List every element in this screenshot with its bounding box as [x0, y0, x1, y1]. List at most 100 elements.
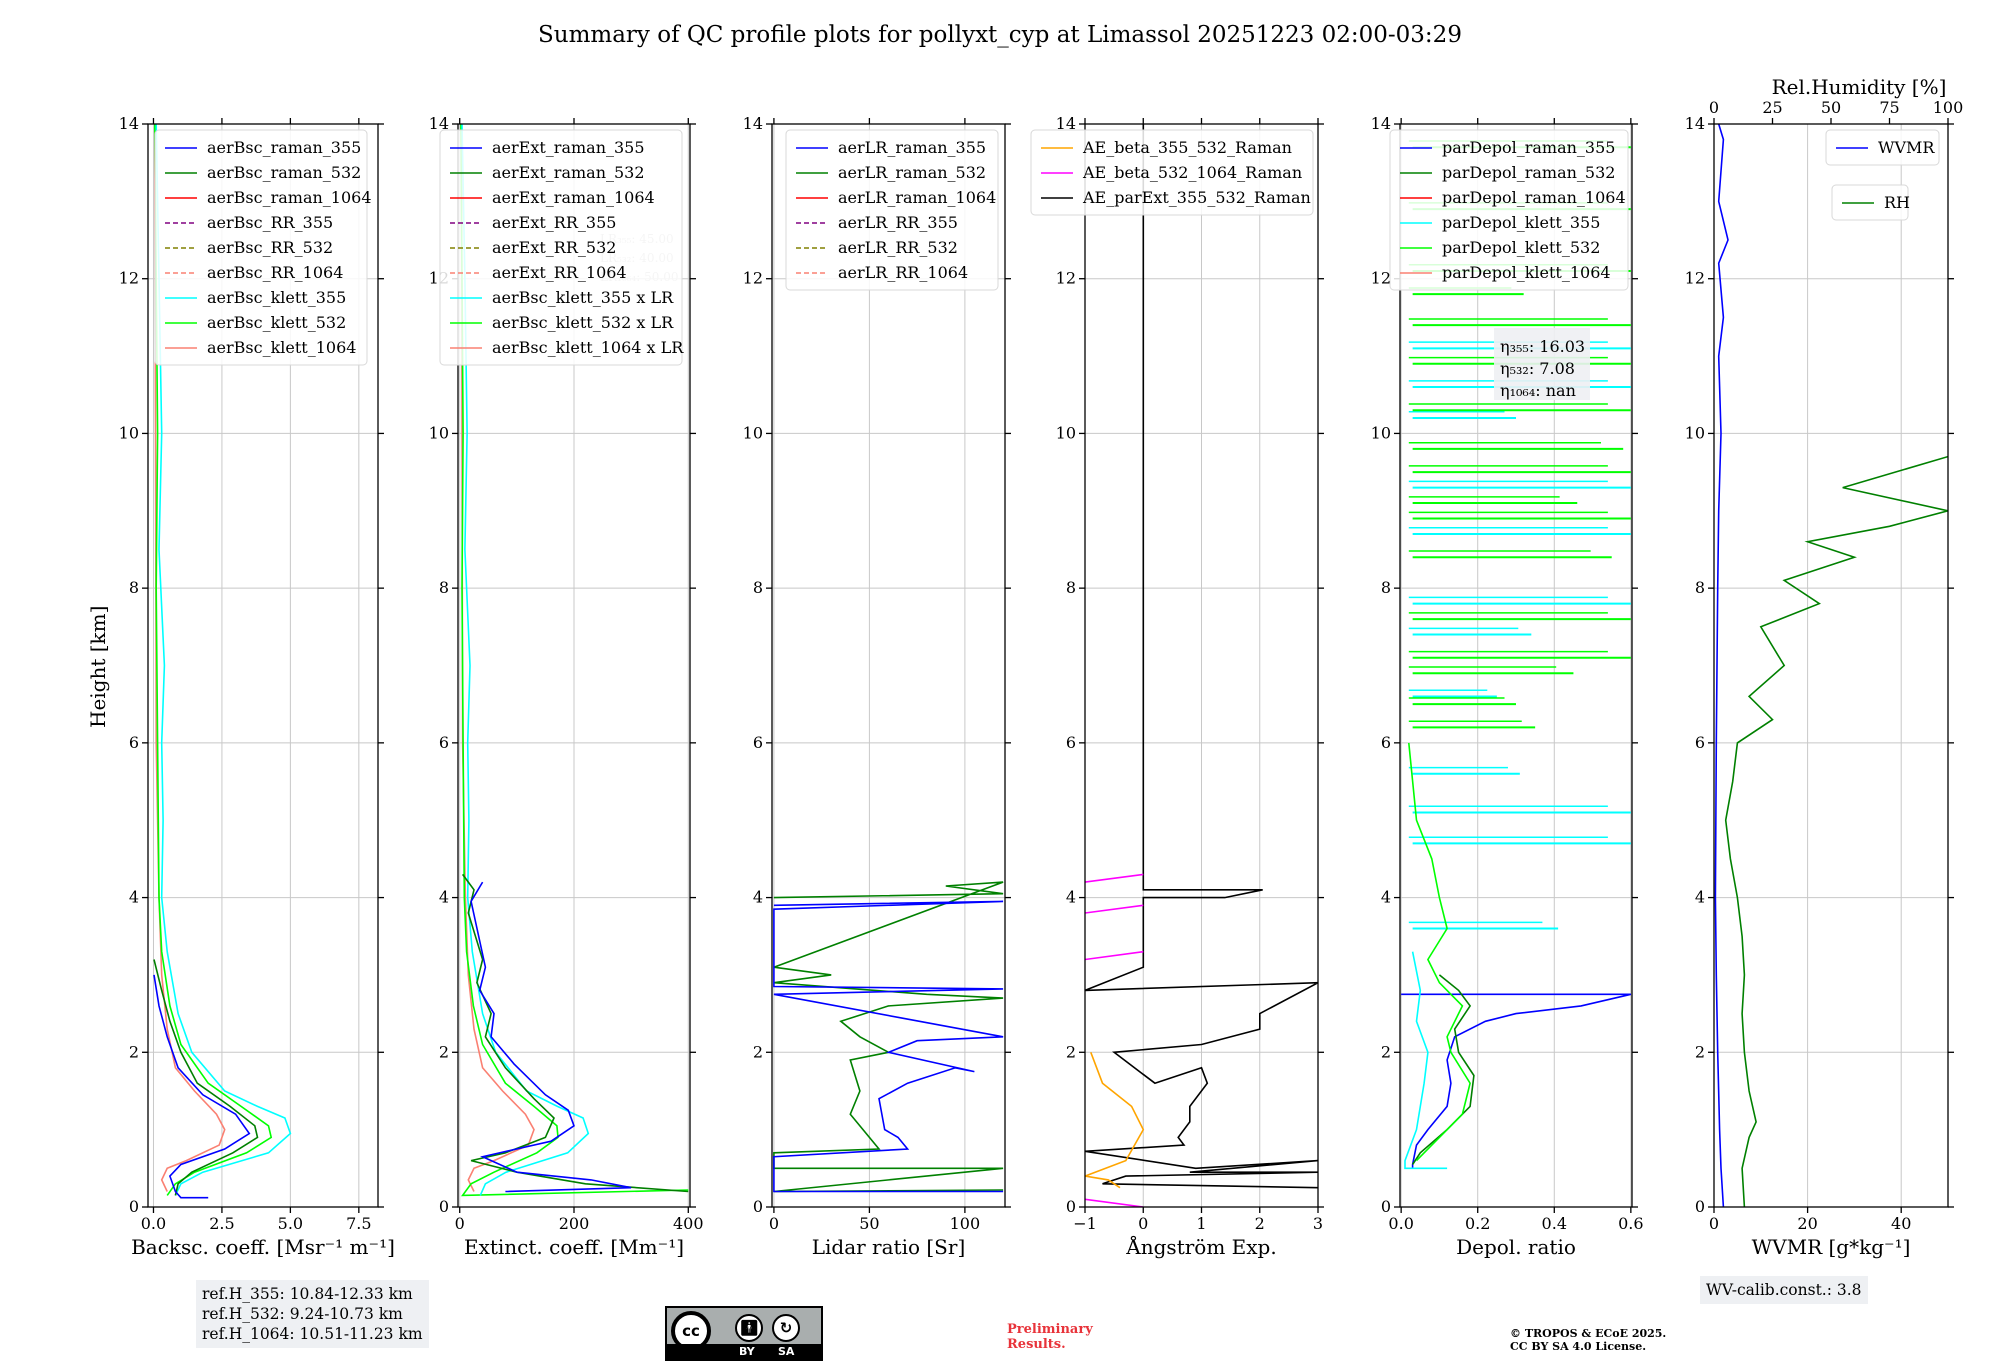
y-tick-label: 14 — [119, 114, 139, 133]
license-sa: SA — [778, 1345, 795, 1358]
legend-entry: parDepol_klett_1064 — [1442, 263, 1611, 282]
legend-entry: aerBsc_klett_1064 x LR — [492, 338, 684, 357]
x-tick-label: 40 — [1891, 1214, 1911, 1233]
x-tick-label: 0.6 — [1618, 1214, 1643, 1233]
series-line-ae-beta-532-1064-raman — [1085, 873, 1144, 883]
ref-height-1064: ref.H_1064: 10.51-11.23 km — [202, 1325, 423, 1343]
preliminary-line-1: Preliminary — [1007, 1322, 1093, 1337]
x-tick-label: 0.2 — [1465, 1214, 1490, 1233]
series-line-pardepol-raman-532 — [1411, 974, 1475, 1165]
x-axis-label-bsc: Backsc. coeff. [Msr⁻¹ m⁻¹] — [131, 1235, 395, 1259]
series-line-pardepol-raman-355 — [1401, 993, 1632, 1169]
x-tick-label: 0.4 — [1542, 1214, 1567, 1233]
series-line-ae-parext-355-532-raman — [1085, 124, 1318, 1189]
y-tick-label: 0 — [753, 1197, 763, 1216]
x-tick-label: 0 — [769, 1214, 779, 1233]
axes-frame — [771, 123, 1006, 1208]
legend-entry: aerBsc_klett_532 x LR — [492, 313, 674, 332]
share-alike-icon: ↻ — [772, 1314, 800, 1342]
legend-entry: aerBsc_raman_355 — [207, 138, 361, 157]
legend-rh: RH — [1831, 184, 1910, 221]
y-tick-label: 4 — [1381, 888, 1391, 907]
reference-height-box: ref.H_355: 10.84-12.33 km ref.H_532: 9.2… — [196, 1280, 429, 1348]
x-axis-label-ae: Ångström Exp. — [1126, 1235, 1277, 1259]
y-tick-label: 4 — [1066, 888, 1076, 907]
series-group — [1401, 140, 1632, 1170]
y-tick-label: 8 — [129, 578, 139, 597]
legend-entry: aerBsc_klett_1064 — [207, 338, 356, 357]
legend-entry: aerLR_raman_532 — [838, 163, 986, 182]
legend-entry: aerLR_RR_355 — [838, 213, 958, 232]
legend-frame — [1030, 129, 1314, 216]
copyright-note: © TROPOS & ECoE 2025. CC BY SA 4.0 Licen… — [1510, 1327, 1666, 1353]
legend-entry: aerLR_raman_1064 — [838, 188, 996, 207]
top-x-tick-label: 100 — [1933, 98, 1964, 117]
x-axis-label-ext: Extinct. coeff. [Mm⁻¹] — [463, 1235, 685, 1259]
legend-frame — [154, 129, 368, 366]
series-line-pardepol-klett-532 — [1408, 742, 1471, 1162]
eta-annotation: η₃₅₅: 16.03 η₅₃₂: 7.08 η₁₀₆₄: nan — [1494, 328, 1590, 400]
legend-entry: parDepol_raman_1064 — [1442, 188, 1626, 207]
legend-entry: aerLR_RR_1064 — [838, 263, 968, 282]
series-line-ae-beta-355-532-raman — [1085, 1052, 1145, 1189]
legend-entry: aerLR_raman_355 — [838, 138, 986, 157]
series-line-aerbsc-raman-355 — [153, 974, 251, 1199]
x-tick-label: 0 — [455, 1214, 465, 1233]
y-tick-label: 8 — [1695, 578, 1705, 597]
series-line-aerext-raman-355 — [470, 881, 632, 1193]
legend-frame — [439, 129, 683, 366]
x-tick-label: 2.5 — [209, 1214, 234, 1233]
copyright-line-2: CC BY SA 4.0 License. — [1510, 1340, 1647, 1353]
legend-frame — [1389, 129, 1629, 291]
legend-entry: aerLR_RR_532 — [838, 238, 958, 257]
series-line-aerbsc-raman-532 — [153, 959, 259, 1196]
series-line-aerbsc-klett-355 — [155, 124, 292, 1196]
y-tick-label: 6 — [439, 733, 449, 752]
eta-box — [1494, 328, 1590, 400]
legend-entry: WVMR — [1878, 138, 1935, 157]
y-tick-label: 10 — [1371, 423, 1391, 442]
x-tick-label: 0 — [1138, 1214, 1148, 1233]
series-line-aerlr-raman-355 — [773, 900, 1004, 1193]
y-tick-label: 14 — [1685, 114, 1705, 133]
series-line-ae-beta-532-1064-raman-c — [1085, 950, 1144, 961]
series-line-rh — [1724, 455, 1948, 1207]
preliminary-line-2: Results. — [1007, 1337, 1066, 1352]
y-tick-label: 2 — [753, 1042, 763, 1061]
y-axis-label: Height [km] — [86, 605, 110, 728]
series-group — [773, 881, 1004, 1193]
y-tick-label: 8 — [1066, 578, 1076, 597]
legend-bsc: aerBsc_raman_355 aerBsc_raman_532 aerBsc_r… — [154, 129, 372, 366]
x-axis-label-wv: WVMR [g*kg⁻¹] — [1751, 1235, 1911, 1259]
legend-entry: aerBsc_raman_1064 — [207, 188, 372, 207]
top-x-tick-label: 50 — [1821, 98, 1841, 117]
y-tick-label: 6 — [1066, 733, 1076, 752]
y-tick-label: 14 — [429, 114, 449, 133]
top-x-tick-label: 75 — [1879, 98, 1899, 117]
y-tick-label: 2 — [1695, 1042, 1705, 1061]
legend-entry: parDepol_klett_532 — [1442, 238, 1600, 257]
top-x-axis-label: Rel.Humidity [%] — [1772, 75, 1947, 99]
y-tick-label: 0 — [129, 1197, 139, 1216]
series-line-aerbsc-klett-532 — [154, 124, 273, 1196]
wv-calibration-text: WV-calib.const.: 3.8 — [1706, 1281, 1862, 1299]
x-tick-label: 50 — [859, 1214, 879, 1233]
copyright-line-1: © TROPOS & ECoE 2025. — [1510, 1327, 1667, 1340]
y-tick-label: 12 — [1685, 269, 1705, 288]
legend-entry: aerExt_raman_1064 — [492, 188, 655, 207]
y-tick-label: 8 — [439, 578, 449, 597]
x-tick-label: 0.0 — [1388, 1214, 1413, 1233]
legend-entry: aerExt_RR_1064 — [492, 263, 627, 282]
series-line-aerlr-raman-532 — [773, 881, 1004, 1193]
person-icon: 🚹︎ — [735, 1314, 763, 1342]
x-tick-label: 0 — [1709, 1214, 1719, 1233]
y-tick-label: 2 — [1381, 1042, 1391, 1061]
x-tick-label: 400 — [673, 1214, 704, 1233]
legend-entry: parDepol_raman_355 — [1442, 138, 1615, 157]
series-line-aerbsc-klett-355-x-lr — [461, 124, 590, 1196]
legend-frame — [1825, 129, 1940, 166]
